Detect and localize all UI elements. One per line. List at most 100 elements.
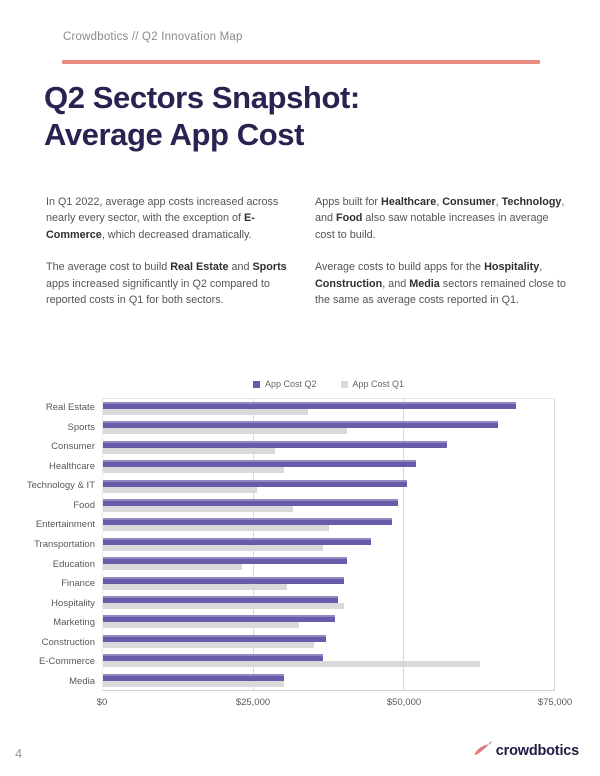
bar-q2 — [103, 673, 284, 681]
category-label: Finance — [61, 578, 95, 590]
paragraph: In Q1 2022, average app costs increased … — [46, 194, 298, 243]
bar-q1 — [103, 622, 299, 629]
text-segment: apps increased significantly in Q2 compa… — [46, 277, 270, 307]
emphasized-text: Media — [409, 277, 440, 290]
bar-q2 — [103, 518, 393, 526]
text-segment: , which decreased dramatically. — [101, 228, 252, 241]
category-label: Hospitality — [51, 597, 95, 609]
emphasized-text: Technology — [501, 196, 562, 208]
legend-item: App Cost Q1 — [340, 379, 405, 389]
bar-q1 — [103, 428, 348, 435]
x-tick-label: $50,000 — [386, 697, 422, 708]
bar-q1 — [103, 467, 284, 474]
chart-legend: App Cost Q2 App Cost Q1 — [102, 379, 555, 389]
emphasized-text: Real Estate — [170, 261, 229, 274]
text-segment: and — [228, 261, 253, 274]
bar-q1 — [103, 409, 308, 415]
accent-divider — [62, 60, 540, 64]
bar-q1 — [103, 641, 314, 648]
category-label: Construction — [41, 636, 95, 648]
text-segment: The average cost to build — [46, 261, 171, 274]
emphasized-text: Consumer — [442, 196, 496, 208]
bar-q2 — [103, 440, 447, 448]
bar-q1 — [103, 544, 323, 551]
plot-wrap: Real Estate Sports Consumer Healthcare Techn… — [6, 398, 600, 691]
emphasized-text: Construction — [315, 277, 383, 290]
emphasized-text: Hospitality — [484, 261, 540, 274]
emphasized-text: Healthcare — [381, 196, 437, 208]
emphasized-text: Sports — [252, 261, 287, 274]
text-segment: Apps built for — [315, 196, 382, 208]
chart-row — [103, 671, 555, 690]
text-segment: In Q1 2022, average app costs increased … — [46, 196, 279, 225]
chart-row — [103, 651, 555, 670]
bar-chart: App Cost Q2 App Cost Q1 Real Estate Sports… — [0, 379, 600, 709]
bar-q2 — [103, 537, 372, 545]
bar-q1 — [103, 603, 345, 610]
category-label: Healthcare — [49, 460, 95, 472]
legend-label: App Cost Q1 — [352, 379, 405, 389]
gridline — [403, 399, 405, 690]
chart-row — [103, 477, 555, 496]
x-axis: $0 $25,000 $50,000 $75,000 — [97, 691, 572, 709]
bar-q1 — [103, 525, 329, 532]
bar-q2 — [103, 576, 345, 584]
bar-q1 — [103, 661, 480, 668]
chart-row — [103, 496, 555, 515]
bar-q2 — [103, 460, 417, 468]
chart-row — [103, 593, 555, 612]
emphasized-text: Food — [336, 212, 363, 225]
bar-q1 — [103, 447, 275, 454]
chart-row — [103, 515, 555, 534]
category-labels: Real Estate Sports Consumer Healthcare Techn… — [6, 398, 102, 691]
chart-row — [103, 574, 555, 593]
legend-swatch-icon — [340, 380, 348, 388]
text-segment: , — [539, 261, 543, 274]
x-tick-label: $0 — [96, 697, 108, 708]
paragraph: Average costs to build apps for the Hosp… — [315, 259, 567, 308]
bar-q2 — [103, 557, 348, 565]
bar-q2 — [103, 634, 326, 642]
chart-row — [103, 632, 555, 651]
x-tick-label: $25,000 — [235, 697, 271, 708]
category-label: Technology & IT — [26, 480, 95, 492]
bar-q1 — [103, 680, 284, 687]
text-segment: , and — [382, 277, 410, 290]
chart-row — [103, 457, 555, 476]
bar-q1 — [103, 564, 242, 571]
category-label: E-Commerce — [39, 656, 95, 668]
text-segment: , — [495, 196, 502, 208]
chart-row — [103, 612, 555, 631]
legend-item: App Cost Q2 — [252, 379, 317, 389]
category-label: Sports — [67, 421, 95, 433]
page-title-line1: Q2 Sectors Snapshot: — [44, 80, 360, 115]
paragraph: The average cost to build Real Estate an… — [46, 259, 298, 308]
rocket-icon — [473, 740, 492, 762]
bar-q2 — [103, 499, 399, 507]
category-label: Food — [73, 499, 95, 511]
gridline — [554, 399, 555, 690]
category-label: Media — [69, 675, 95, 687]
category-label: Transportation — [34, 538, 95, 550]
chart-row — [103, 418, 555, 437]
logo-text: crowdbotics — [495, 743, 579, 759]
legend-label: App Cost Q2 — [264, 379, 317, 389]
category-label: Consumer — [51, 441, 95, 453]
page-number: 4 — [15, 746, 23, 761]
chart-row — [103, 554, 555, 573]
emphasized-text: E-Commerce — [46, 212, 255, 241]
text-segment: , and — [315, 196, 565, 225]
text-segment: sectors remained close to the same as av… — [315, 277, 566, 307]
brand-logo: crowdbotics — [473, 740, 579, 762]
body-column-left: In Q1 2022, average app costs increased … — [46, 194, 298, 324]
chart-row — [103, 438, 555, 457]
bar-q2 — [103, 654, 323, 662]
bar-q2 — [103, 596, 339, 604]
body-column-right: Apps built for Healthcare, Consumer, Tec… — [315, 194, 567, 324]
category-label: Marketing — [53, 617, 95, 629]
bar-q2 — [103, 402, 516, 409]
chart-row — [103, 399, 555, 418]
bar-q1 — [103, 486, 257, 493]
bar-q1 — [103, 583, 287, 590]
